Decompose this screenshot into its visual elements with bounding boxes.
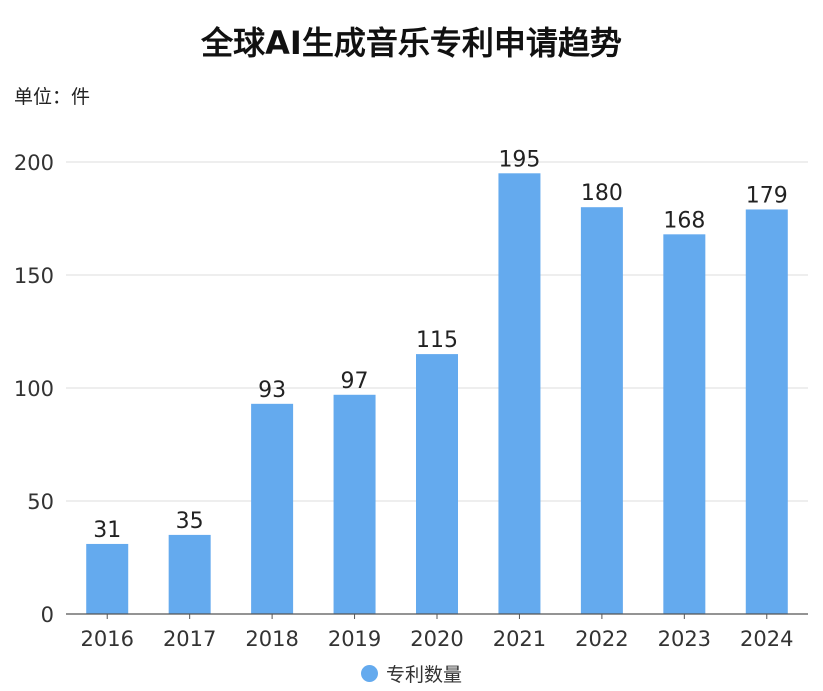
bars — [86, 173, 788, 615]
x-axis: 2016 2017 2018 2019 2020 2021 2022 2023 2024 — [66, 613, 808, 651]
y-tick-label: 100 — [14, 377, 54, 401]
data-labels: 31 35 93 97 115 195 180 168 179 — [93, 147, 788, 543]
data-label-2016: 31 — [93, 518, 121, 543]
x-tick-label-2020: 2020 — [410, 627, 463, 651]
data-label-2020: 115 — [416, 328, 458, 353]
data-label-2018: 93 — [258, 378, 286, 403]
unit-label: 单位：件 — [14, 86, 91, 108]
x-tick-label-2017: 2017 — [163, 627, 216, 651]
y-tick-label: 0 — [41, 603, 54, 627]
x-tick-label-2022: 2022 — [575, 627, 628, 651]
x-tick-label-2016: 2016 — [80, 627, 133, 651]
bar-2024 — [745, 209, 788, 614]
legend: 专利数量 — [0, 660, 823, 687]
x-tick-label-2024: 2024 — [740, 627, 793, 651]
data-label-2021: 195 — [498, 147, 540, 172]
data-label-2022: 180 — [581, 181, 623, 206]
bar-2021 — [498, 173, 541, 615]
legend-swatch — [360, 665, 378, 682]
bar-2023 — [663, 234, 706, 614]
y-tick-label: 50 — [27, 490, 54, 514]
bar-chart: 0 50 100 150 200 31 35 93 97 115 195 180 168 179 201… — [14, 147, 808, 651]
y-tick-label: 150 — [14, 264, 54, 288]
legend-label: 专利数量 — [385, 664, 462, 686]
data-label-2024: 179 — [746, 183, 788, 208]
x-tick-label-2023: 2023 — [658, 627, 711, 651]
bar-2019 — [333, 394, 376, 614]
bar-2020 — [416, 354, 458, 614]
data-label-2019: 97 — [341, 369, 369, 394]
x-tick-label-2018: 2018 — [245, 627, 298, 651]
y-tick-label: 200 — [14, 151, 54, 175]
data-label-2023: 168 — [663, 208, 705, 233]
data-label-2017: 35 — [176, 509, 204, 534]
bar-2022 — [580, 207, 623, 614]
chart-title: 全球AI生成音乐专利申请趋势 — [201, 24, 622, 62]
bar-2016 — [86, 543, 129, 614]
x-tick-label-2019: 2019 — [328, 627, 381, 651]
y-axis: 0 50 100 150 200 — [14, 151, 54, 627]
bar-2018 — [251, 403, 294, 614]
x-tick-label-2021: 2021 — [493, 627, 546, 651]
bar-2017 — [168, 534, 211, 614]
